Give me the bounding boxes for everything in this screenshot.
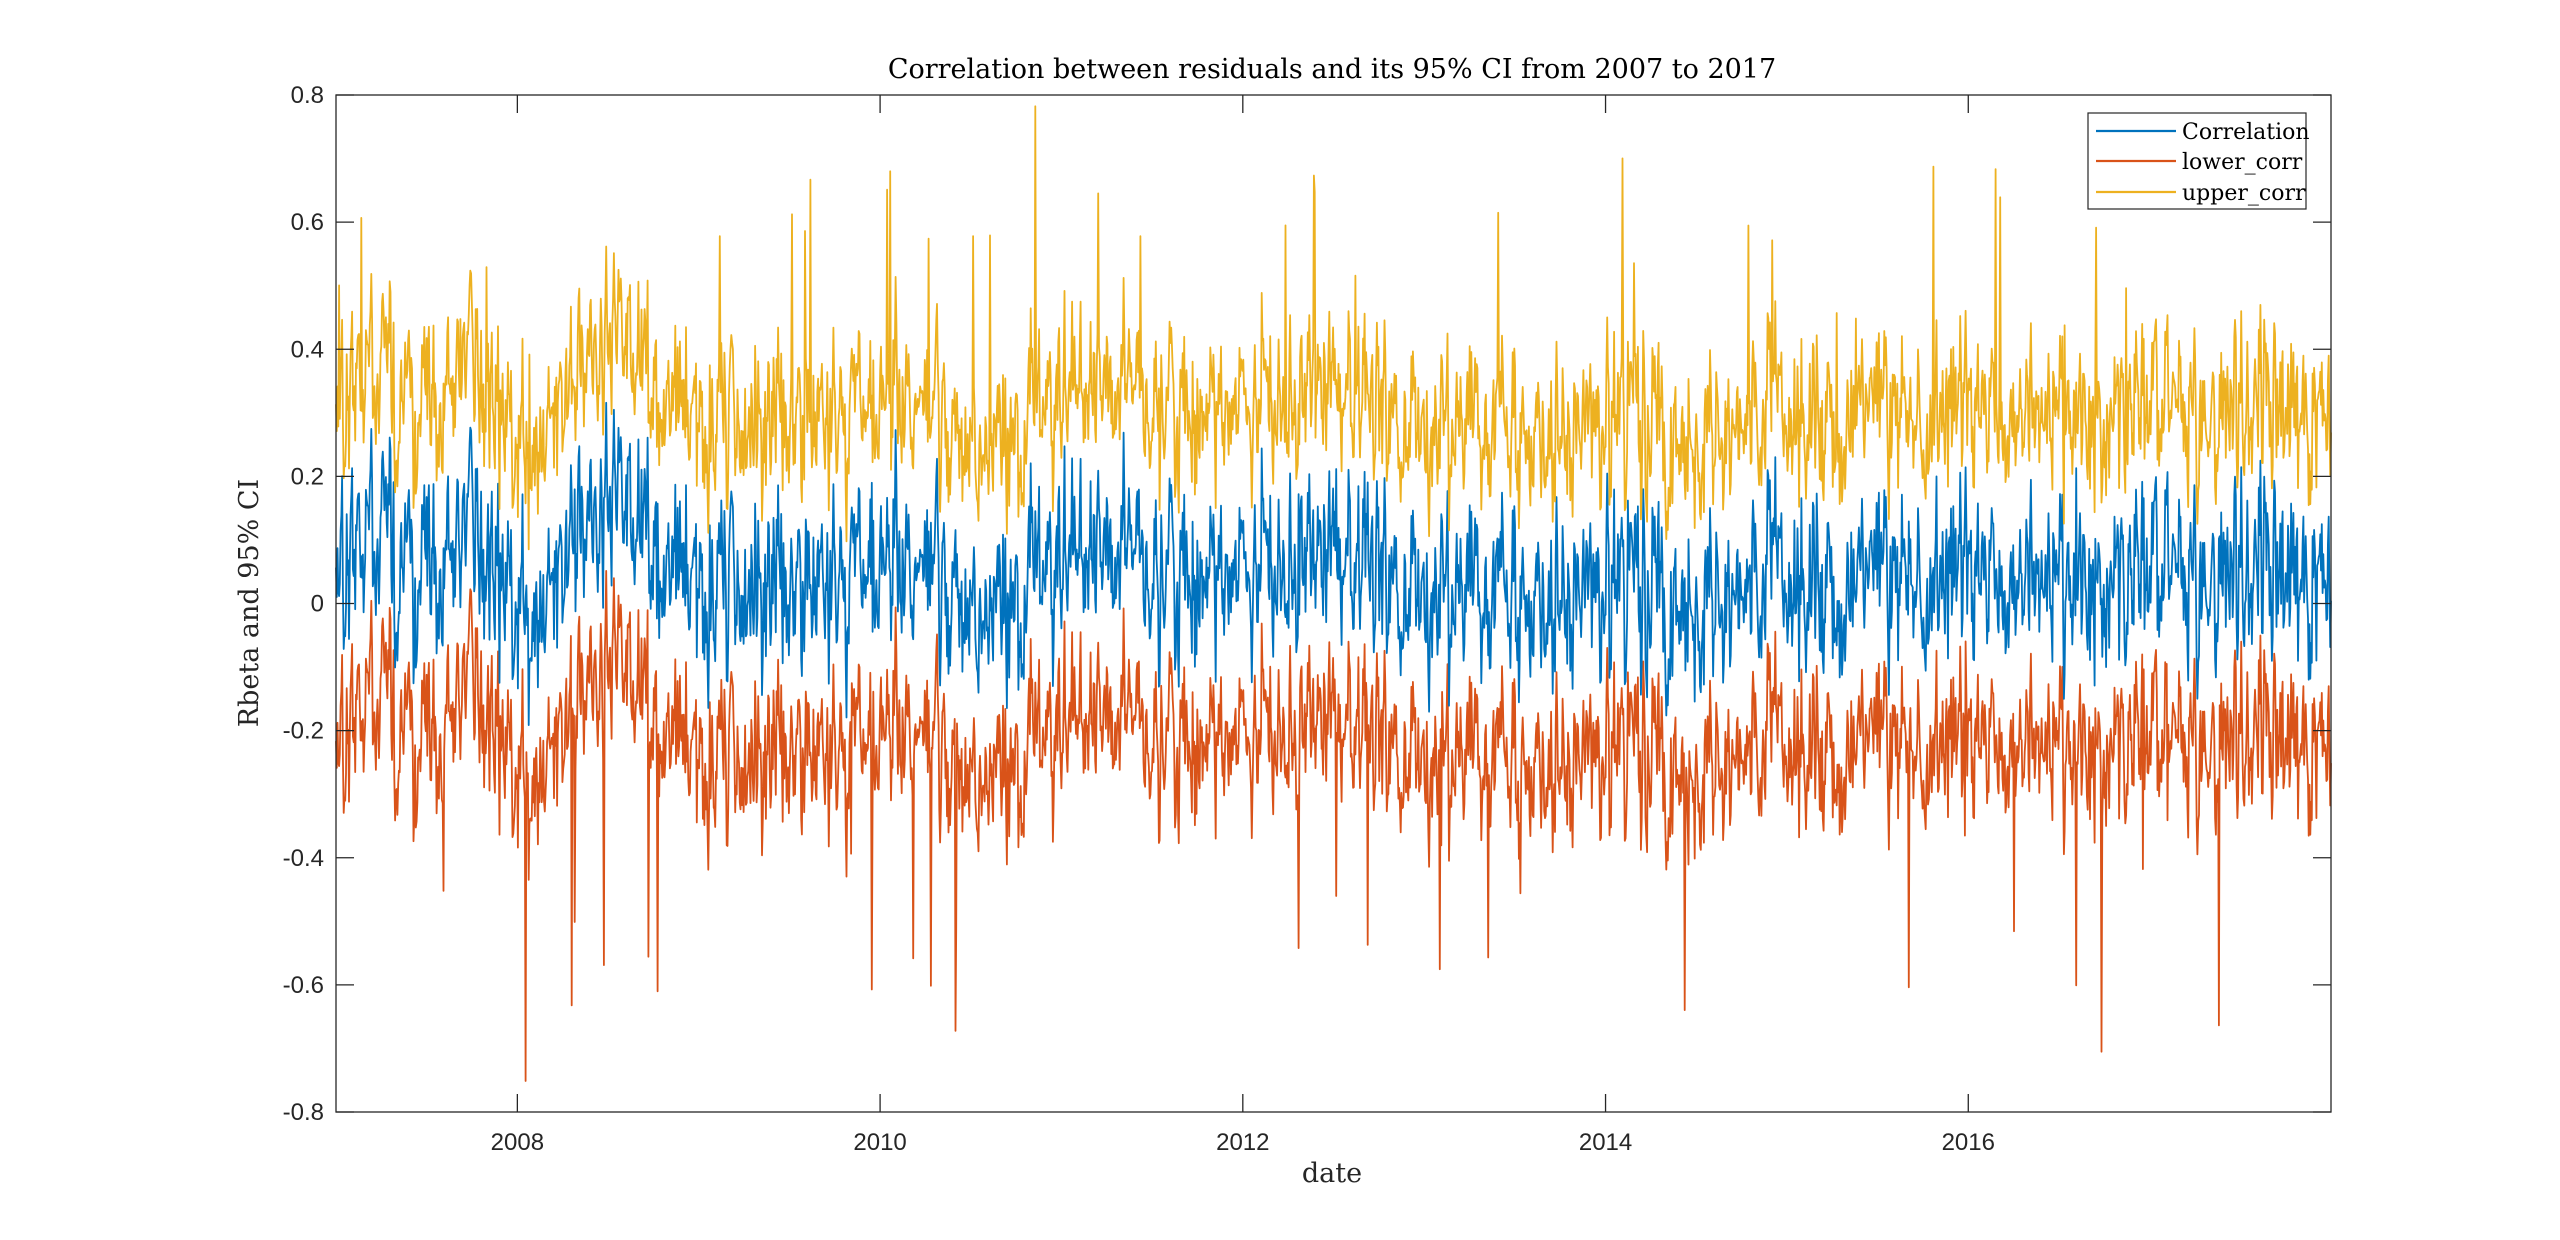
chart-title: Correlation between residuals and its 95…	[888, 54, 1776, 85]
y-tick-label: 0.2	[291, 463, 324, 490]
series-line-correlation	[335, 401, 2332, 726]
y-tick-label: -0.2	[283, 718, 324, 745]
y-tick-label: -0.6	[283, 972, 324, 999]
x-tick-label: 2014	[1579, 1129, 1632, 1156]
series-layer	[335, 105, 2332, 1082]
legend-label-correlation: Correlation	[2182, 120, 2310, 145]
y-tick-label: 0.6	[291, 209, 324, 236]
legend: Correlation lower_corr upper_corr	[2087, 112, 2310, 210]
y-tick-label: 0.4	[291, 336, 324, 363]
y-axis-label: Rbeta and 95% CI	[234, 479, 265, 727]
x-tick-label: 2010	[853, 1129, 906, 1156]
y-tick-label: -0.8	[283, 1099, 324, 1126]
series-line-lower-corr	[335, 570, 2332, 1082]
x-tick-label: 2008	[491, 1129, 544, 1156]
y-tick-label: 0.8	[291, 82, 324, 109]
x-axis-label: date	[1302, 1158, 1362, 1189]
y-axis: -0.8 -0.6 -0.4 -0.2 0 0.2 0.4 0.6 0.8	[283, 82, 2331, 1126]
x-tick-label: 2012	[1216, 1129, 1269, 1156]
y-tick-label: -0.4	[283, 845, 324, 872]
series-line-upper-corr	[335, 105, 2332, 551]
y-tick-label: 0	[311, 591, 324, 618]
x-tick-label: 2016	[1942, 1129, 1995, 1156]
x-axis: 2008 2010 2012 2014 2016	[491, 95, 1995, 1156]
legend-label-upper-corr: upper_corr	[2182, 181, 2306, 206]
plot-area	[336, 95, 2331, 1112]
legend-label-lower-corr: lower_corr	[2182, 150, 2303, 175]
